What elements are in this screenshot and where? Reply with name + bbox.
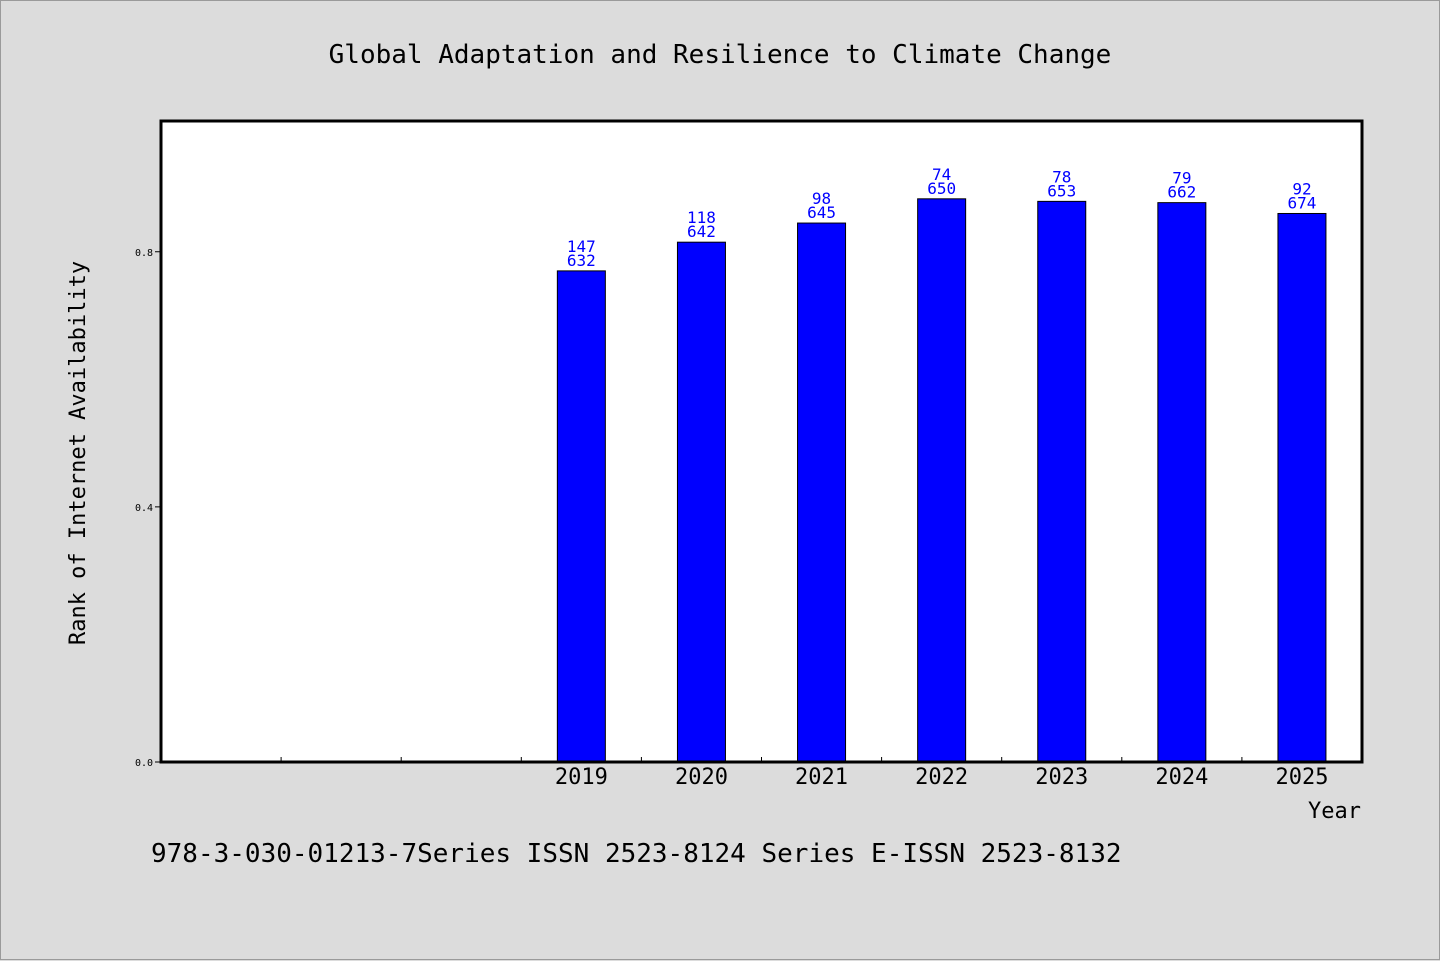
bar-2020 xyxy=(676,241,726,763)
data-label-bottom-2025: 674 xyxy=(1287,193,1316,212)
data-label-top-2024: 79 xyxy=(1172,169,1191,188)
data-label-bottom-2022: 650 xyxy=(927,179,956,198)
plot-border xyxy=(159,119,1364,764)
y-tick-label: 0.0 xyxy=(135,758,153,769)
data-label-top-2019: 147 xyxy=(567,237,596,256)
data-label-bottom-2020: 642 xyxy=(687,222,716,241)
x-tick-label-2021: 2021 xyxy=(795,765,848,790)
x-tick-label-2025: 2025 xyxy=(1275,765,1328,790)
footer-isbn-issn: 978-3-030-01213-7Series ISSN 2523-8124 S… xyxy=(151,839,1122,869)
x-tick-label-2023: 2023 xyxy=(1035,765,1088,790)
data-label-bottom-2019: 632 xyxy=(567,251,596,270)
data-label-top-2025: 92 xyxy=(1292,179,1311,198)
bar-2021 xyxy=(797,222,847,763)
bars xyxy=(556,198,1327,763)
x-tick-label-2024: 2024 xyxy=(1155,765,1208,790)
y-ticks: 0.0 0.4 0.8 xyxy=(135,248,161,769)
y-tick-label: 0.8 xyxy=(135,248,153,259)
y-axis-label: Rank of Internet Availability xyxy=(66,261,91,645)
data-label-bottom-2021: 645 xyxy=(807,203,836,222)
data-label-top-2021: 98 xyxy=(812,189,831,208)
data-label-top-2022: 74 xyxy=(932,165,951,184)
bar-2023 xyxy=(1037,200,1087,763)
x-tick-label-2022: 2022 xyxy=(915,765,968,790)
x-tick-labels: 2019 2020 2021 2022 2023 2024 2025 xyxy=(555,765,1329,790)
data-label-bottom-2023: 653 xyxy=(1047,181,1076,200)
x-tick-label-2019: 2019 xyxy=(555,765,608,790)
data-label-top-2020: 118 xyxy=(687,208,716,227)
data-label-top-2023: 78 xyxy=(1052,167,1071,186)
bar-2019 xyxy=(556,270,606,763)
x-tick-label-2020: 2020 xyxy=(675,765,728,790)
bar-2025 xyxy=(1277,212,1327,763)
data-label-bottom-2024: 662 xyxy=(1167,183,1196,202)
chart-title: Global Adaptation and Resilience to Clim… xyxy=(329,40,1112,70)
y-tick-label: 0.4 xyxy=(135,503,153,514)
x-axis-label: Year xyxy=(1308,799,1361,824)
bar-2022 xyxy=(917,198,967,763)
bar-2024 xyxy=(1157,202,1207,763)
